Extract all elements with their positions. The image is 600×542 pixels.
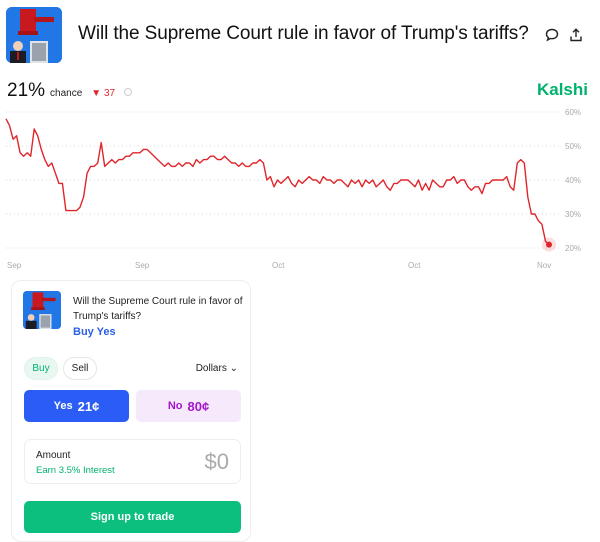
chance-line bbox=[5, 118, 550, 246]
chance-percent: 21% bbox=[7, 80, 46, 101]
chance-label: chance bbox=[50, 88, 83, 99]
amount-value: $0 bbox=[204, 449, 229, 474]
interest-text: Earn 3.5% Interest bbox=[36, 465, 115, 476]
yes-price: 21¢ bbox=[77, 398, 100, 414]
gavel-image-icon bbox=[6, 7, 62, 63]
yes-label: Yes bbox=[53, 400, 73, 412]
chance-delta: ▼ 37 bbox=[91, 88, 115, 99]
current-point-marker bbox=[546, 241, 552, 248]
info-icon[interactable] bbox=[124, 88, 133, 96]
svg-text:60%: 60% bbox=[565, 108, 581, 117]
card-thumbnail bbox=[23, 291, 61, 329]
amount-label: Amount bbox=[36, 450, 71, 461]
no-price: 80¢ bbox=[187, 398, 210, 414]
svg-text:Sep: Sep bbox=[135, 261, 150, 270]
unit-dropdown[interactable]: Dollars ⌄ bbox=[196, 363, 238, 374]
no-button[interactable]: No 80¢ bbox=[136, 390, 241, 422]
y-axis-labels: 60% 50% 40% 30% 20% bbox=[565, 108, 581, 253]
delta-value: 37 bbox=[103, 88, 116, 99]
no-label: No bbox=[167, 400, 183, 412]
market-header: Will the Supreme Court rule in favor of … bbox=[6, 7, 594, 63]
svg-text:Sep: Sep bbox=[7, 261, 22, 270]
amount-input[interactable]: Amount Earn 3.5% Interest $0 bbox=[24, 439, 241, 484]
down-arrow-icon: ▼ bbox=[91, 88, 102, 99]
svg-text:Oct: Oct bbox=[272, 261, 285, 270]
share-icon[interactable] bbox=[568, 27, 584, 43]
card-question: Will the Supreme Court rule in favor of … bbox=[73, 296, 243, 322]
chart-gridlines bbox=[6, 111, 562, 249]
kalshi-logo[interactable]: Kalshi bbox=[536, 80, 588, 99]
x-axis-labels: Sep Sep Oct Oct Nov bbox=[7, 261, 551, 270]
svg-text:50%: 50% bbox=[565, 142, 581, 151]
tab-sell[interactable]: Sell bbox=[63, 357, 97, 380]
trade-card: Will the Supreme Court rule in favor of … bbox=[11, 280, 251, 542]
chevron-down-icon: ⌄ bbox=[229, 363, 238, 374]
svg-text:Nov: Nov bbox=[537, 261, 551, 270]
unit-dropdown-label: Dollars bbox=[195, 363, 227, 374]
gavel-image-icon bbox=[23, 291, 61, 329]
svg-text:20%: 20% bbox=[565, 244, 581, 253]
comment-icon[interactable] bbox=[544, 27, 560, 43]
signup-button[interactable]: Sign up to trade bbox=[24, 501, 241, 533]
svg-text:40%: 40% bbox=[565, 176, 581, 185]
svg-text:Oct: Oct bbox=[408, 261, 421, 270]
market-thumbnail bbox=[6, 7, 62, 63]
yes-button[interactable]: Yes 21¢ bbox=[24, 390, 129, 422]
svg-text:30%: 30% bbox=[565, 210, 581, 219]
buy-yes-label: Buy Yes bbox=[73, 326, 116, 338]
price-chart[interactable]: 60% 50% 40% 30% 20% Sep Sep Oct Oct Nov bbox=[0, 100, 600, 275]
chance-summary: 21% chance ▼ 37 bbox=[7, 80, 133, 102]
market-title: Will the Supreme Court rule in favor of … bbox=[78, 23, 529, 44]
tab-buy[interactable]: Buy bbox=[24, 357, 58, 380]
